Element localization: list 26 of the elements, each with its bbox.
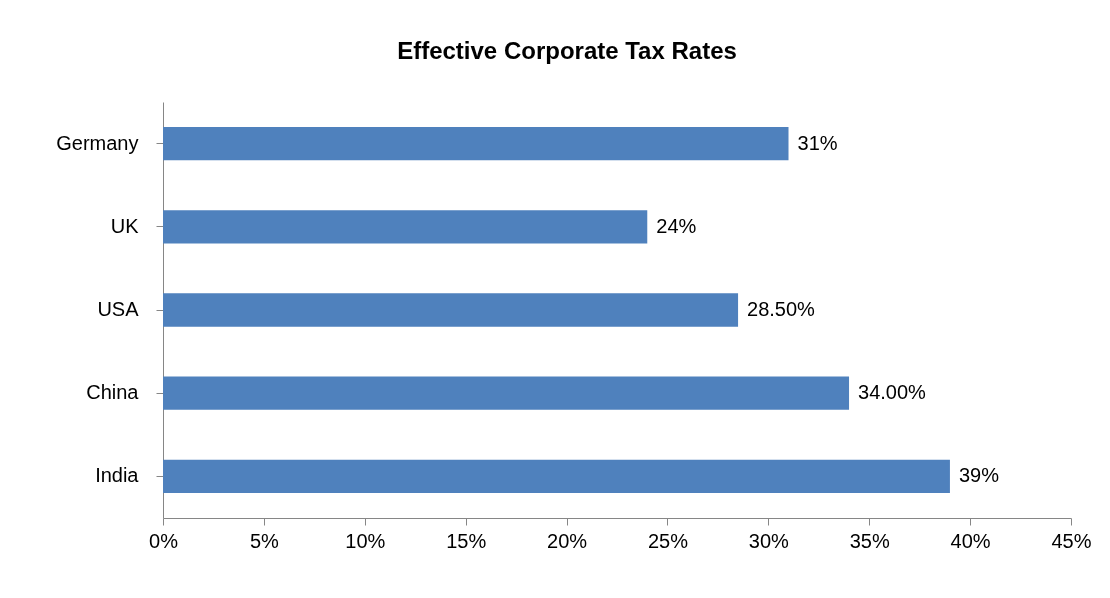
bar <box>163 459 950 494</box>
data-label: 24% <box>656 214 697 237</box>
x-tick-label: 5% <box>249 529 280 552</box>
y-tick-label: USA <box>97 298 140 320</box>
bar <box>163 376 850 410</box>
data-label: 31% <box>797 131 838 154</box>
x-tick-label: 45% <box>1051 529 1092 552</box>
x-tick-label: 20% <box>547 529 588 552</box>
x-tick-label: 10% <box>345 529 386 552</box>
y-tick-label: India <box>95 464 140 487</box>
x-tick-label: 30% <box>748 529 790 552</box>
bar <box>163 126 789 161</box>
chart-title: Effective Corporate Tax Rates <box>397 37 737 64</box>
data-label: 39% <box>958 464 1000 487</box>
y-tick-label: UK <box>110 214 140 237</box>
x-tick-label: 15% <box>446 529 487 552</box>
y-tick-label: Germany <box>56 131 139 154</box>
x-tick-label: 40% <box>950 529 991 552</box>
x-tick-label: 25% <box>647 529 689 552</box>
data-label: 34.00% <box>858 381 927 404</box>
x-tick-label: 0% <box>149 529 179 552</box>
x-tick-label: 35% <box>849 529 890 552</box>
y-tick-label: China <box>86 381 140 404</box>
data-label: 28.50% <box>747 298 816 320</box>
bar <box>163 293 739 327</box>
bar <box>163 210 648 244</box>
